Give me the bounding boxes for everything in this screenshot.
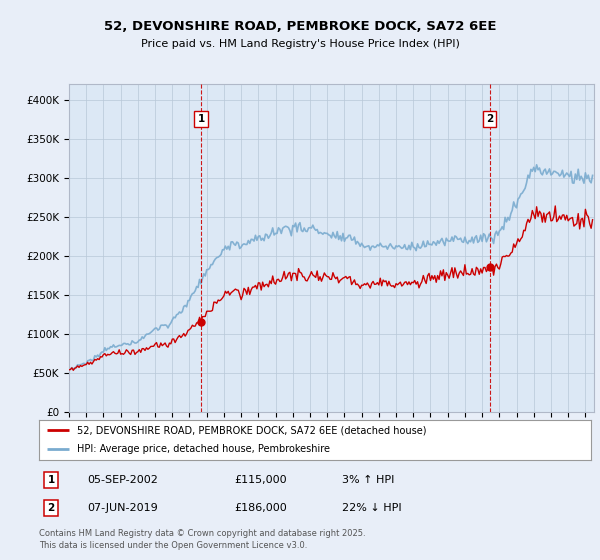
Text: 22% ↓ HPI: 22% ↓ HPI — [342, 503, 401, 513]
Text: £115,000: £115,000 — [234, 475, 287, 485]
Text: 07-JUN-2019: 07-JUN-2019 — [87, 503, 158, 513]
Text: £186,000: £186,000 — [234, 503, 287, 513]
Text: 52, DEVONSHIRE ROAD, PEMBROKE DOCK, SA72 6EE: 52, DEVONSHIRE ROAD, PEMBROKE DOCK, SA72… — [104, 20, 496, 32]
Text: Price paid vs. HM Land Registry's House Price Index (HPI): Price paid vs. HM Land Registry's House … — [140, 39, 460, 49]
Text: 1: 1 — [47, 475, 55, 485]
Text: 05-SEP-2002: 05-SEP-2002 — [87, 475, 158, 485]
Text: 2: 2 — [486, 114, 493, 124]
Text: 3% ↑ HPI: 3% ↑ HPI — [342, 475, 394, 485]
Text: 52, DEVONSHIRE ROAD, PEMBROKE DOCK, SA72 6EE (detached house): 52, DEVONSHIRE ROAD, PEMBROKE DOCK, SA72… — [77, 425, 426, 435]
Text: 2: 2 — [47, 503, 55, 513]
Text: HPI: Average price, detached house, Pembrokeshire: HPI: Average price, detached house, Pemb… — [77, 444, 329, 454]
Text: Contains HM Land Registry data © Crown copyright and database right 2025.
This d: Contains HM Land Registry data © Crown c… — [39, 529, 365, 550]
Text: 1: 1 — [197, 114, 205, 124]
